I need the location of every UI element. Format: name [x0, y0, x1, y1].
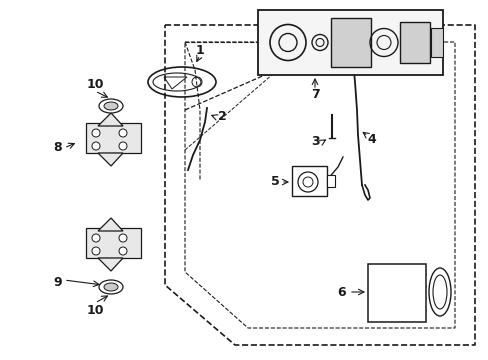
Circle shape [119, 247, 127, 255]
Bar [330, 18, 370, 67]
Ellipse shape [104, 283, 118, 291]
Text: 6: 6 [337, 285, 346, 298]
Bar [291, 166, 326, 196]
Ellipse shape [99, 99, 123, 113]
Ellipse shape [99, 280, 123, 294]
Circle shape [92, 129, 100, 137]
Polygon shape [98, 113, 123, 126]
Bar [399, 22, 429, 63]
Bar [367, 264, 425, 322]
Text: 7: 7 [310, 89, 319, 102]
Text: 8: 8 [54, 141, 62, 154]
Polygon shape [98, 258, 123, 271]
Text: 10: 10 [86, 303, 103, 316]
Bar [86, 228, 141, 258]
Circle shape [119, 142, 127, 150]
Circle shape [92, 234, 100, 242]
Text: 3: 3 [310, 135, 319, 148]
Ellipse shape [104, 102, 118, 110]
Circle shape [119, 234, 127, 242]
Bar [86, 123, 141, 153]
Text: 5: 5 [270, 175, 279, 189]
Circle shape [92, 142, 100, 150]
Text: 4: 4 [367, 134, 376, 147]
Circle shape [92, 247, 100, 255]
Bar [326, 175, 334, 187]
Bar [258, 10, 442, 75]
Circle shape [119, 129, 127, 137]
Text: 10: 10 [86, 78, 103, 91]
Text: 1: 1 [195, 44, 204, 57]
Bar [430, 28, 442, 57]
Text: 9: 9 [54, 275, 62, 288]
Polygon shape [98, 153, 123, 166]
Text: 2: 2 [217, 111, 226, 123]
Polygon shape [98, 218, 123, 231]
